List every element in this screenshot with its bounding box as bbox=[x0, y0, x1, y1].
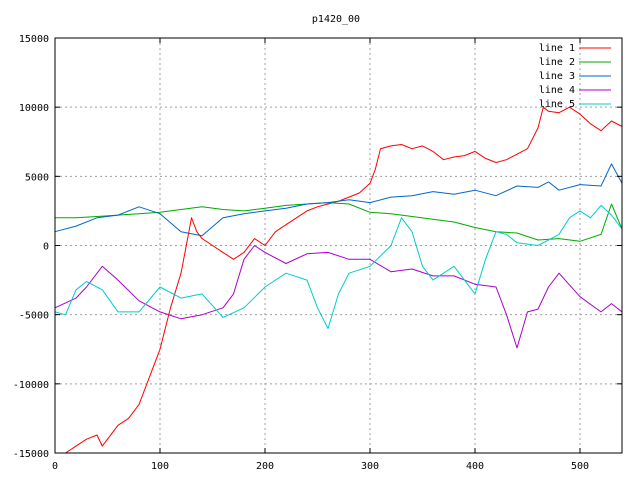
x-tick-label: 300 bbox=[361, 461, 379, 472]
series-line-3 bbox=[54, 163, 623, 237]
legend-label: line 2 bbox=[539, 57, 575, 68]
x-tick-label: 500 bbox=[571, 461, 589, 472]
y-tick-label: 15000 bbox=[19, 34, 49, 45]
series-line-5 bbox=[54, 204, 623, 329]
grid bbox=[55, 38, 622, 453]
axis-ticks: 0 100 200 300 400 500 -15000 -10000 -5000 0 5000 10… bbox=[13, 34, 622, 472]
x-tick-label: 0 bbox=[52, 461, 58, 472]
y-tick-label: -5000 bbox=[19, 311, 49, 322]
series-lines bbox=[54, 106, 623, 454]
legend: line 1 line 2 line 3 line 4 line 5 bbox=[539, 43, 611, 110]
x-tick-label: 100 bbox=[151, 461, 169, 472]
chart-title: p1420_00 bbox=[312, 14, 360, 25]
y-tick-label: 10000 bbox=[19, 103, 49, 114]
x-tick-label: 200 bbox=[256, 461, 274, 472]
legend-label: line 3 bbox=[539, 71, 575, 82]
y-tick-label: 0 bbox=[43, 242, 49, 253]
x-tick-label: 400 bbox=[466, 461, 484, 472]
legend-label: line 1 bbox=[539, 43, 575, 54]
y-tick-label: -15000 bbox=[13, 449, 49, 460]
y-tick-label: -10000 bbox=[13, 380, 49, 391]
legend-label: line 5 bbox=[539, 99, 575, 110]
series-line-4 bbox=[54, 245, 623, 349]
series-line-2 bbox=[55, 202, 623, 242]
legend-label: line 4 bbox=[539, 85, 575, 96]
series-line-1 bbox=[65, 106, 623, 454]
y-tick-label: 5000 bbox=[25, 172, 49, 183]
